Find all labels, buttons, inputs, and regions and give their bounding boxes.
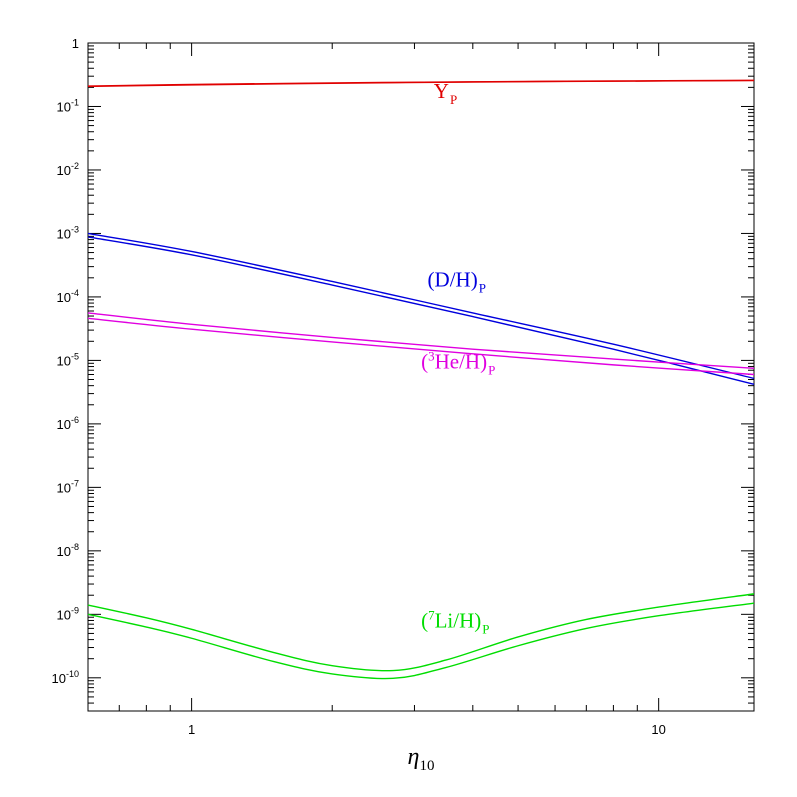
y-tick-label: 10-2	[57, 161, 79, 178]
y-tick-label: 10-9	[57, 605, 79, 622]
y-tick-label: 10-8	[57, 542, 79, 559]
y-tick-label: 1	[72, 36, 79, 51]
series-label-dh: (D/H)P	[428, 268, 486, 296]
y-tick-label: 10-6	[57, 415, 79, 432]
minor-ticks	[87, 43, 754, 712]
plot-frame	[87, 42, 755, 712]
x-tick-label: 1	[188, 722, 195, 737]
y-tick-label: 10-3	[57, 224, 79, 241]
x-tick-labels: 1 10	[188, 722, 666, 737]
series-curves	[87, 79, 755, 680]
curve-he3-lower	[87, 317, 755, 376]
series-label-yp: YP	[434, 79, 457, 107]
curve-li7-lower	[87, 602, 755, 680]
y-tick-labels: 1 10-1 10-2 10-3 10-4 10-5 10-6 10-7 10-8 10-9 10-…	[52, 36, 79, 686]
curve-dh-lower	[87, 236, 755, 385]
series-label-li7: (7Li/H)P	[421, 608, 489, 637]
y-tick-label: 10-10	[52, 669, 79, 686]
y-tick-label: 10-1	[57, 97, 79, 114]
y-tick-label: 10-7	[57, 478, 79, 495]
y-tick-label: 10-4	[57, 288, 79, 305]
series-label-he3: (3He/H)P	[421, 348, 495, 377]
curve-yp-lower	[87, 79, 755, 88]
series-labels: YP (D/H)P (3He/H)P (7Li/H)P	[421, 79, 495, 636]
y-tick-label: 10-5	[57, 351, 79, 368]
curve-li7-upper	[87, 593, 755, 672]
curve-he3-upper	[87, 312, 755, 370]
x-axis-title: η10	[408, 744, 435, 774]
curve-dh-upper	[87, 232, 755, 380]
x-tick-label: 10	[651, 722, 665, 737]
